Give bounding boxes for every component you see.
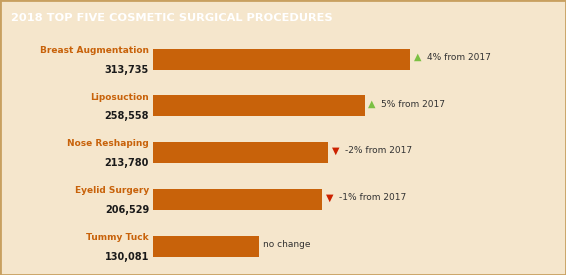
Bar — [153, 49, 410, 70]
Text: Nose Reshaping: Nose Reshaping — [67, 139, 149, 149]
Text: Liposuction: Liposuction — [91, 93, 149, 102]
Text: ▲: ▲ — [368, 99, 376, 109]
Text: Tummy Tuck: Tummy Tuck — [87, 233, 149, 242]
Text: -1% from 2017: -1% from 2017 — [339, 193, 406, 202]
Text: Eyelid Surgery: Eyelid Surgery — [75, 186, 149, 195]
Text: -2% from 2017: -2% from 2017 — [345, 146, 412, 155]
Text: 4% from 2017: 4% from 2017 — [427, 53, 491, 62]
Text: 206,529: 206,529 — [105, 205, 149, 215]
Text: 258,558: 258,558 — [105, 111, 149, 122]
Text: 2018 TOP FIVE COSMETIC SURGICAL PROCEDURES: 2018 TOP FIVE COSMETIC SURGICAL PROCEDUR… — [11, 13, 333, 23]
Bar — [153, 95, 365, 116]
Bar — [153, 189, 322, 210]
Bar — [153, 142, 328, 163]
Text: ▼: ▼ — [332, 146, 339, 156]
Text: 313,735: 313,735 — [105, 65, 149, 75]
Text: no change: no change — [263, 240, 311, 249]
Text: ▲: ▲ — [414, 52, 421, 62]
Text: ▼: ▼ — [326, 192, 333, 202]
Text: 130,081: 130,081 — [105, 252, 149, 262]
Text: Breast Augmentation: Breast Augmentation — [40, 46, 149, 55]
Text: 213,780: 213,780 — [105, 158, 149, 168]
Bar — [153, 236, 259, 257]
Text: 5% from 2017: 5% from 2017 — [381, 100, 445, 109]
